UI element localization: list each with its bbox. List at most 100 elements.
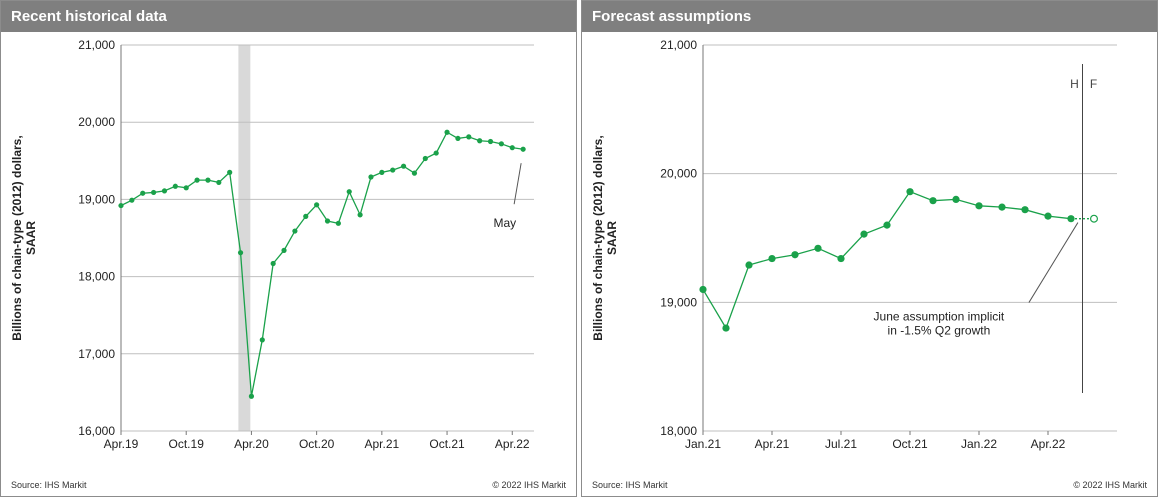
data-point [722, 324, 730, 332]
data-point [292, 228, 298, 234]
data-point [906, 188, 914, 196]
y-axis-label-line: SAAR [24, 221, 38, 255]
data-point [477, 138, 483, 144]
data-point [487, 138, 494, 145]
data-point [216, 179, 222, 186]
left-source: Source: IHS Markit [11, 480, 87, 490]
right-source: Source: IHS Markit [592, 480, 668, 490]
data-point [346, 189, 352, 195]
data-point [975, 202, 983, 210]
data-point [883, 221, 891, 229]
data-point [952, 195, 960, 203]
data-point [433, 150, 439, 156]
y-tick-label: 20,000 [78, 115, 115, 129]
y-tick-label: 18,000 [660, 424, 697, 438]
data-point [324, 218, 331, 224]
data-point [444, 129, 450, 135]
annotation-label: June assumption implicit [874, 310, 1005, 324]
left-copyright: © 2022 IHS Markit [492, 480, 566, 490]
data-point [303, 213, 309, 219]
data-point [314, 202, 320, 208]
data-point [929, 197, 937, 205]
series-line [120, 131, 524, 397]
data-point [860, 230, 868, 238]
y-tick-label: 18,000 [78, 270, 115, 284]
historical-chart: 16,000 17,000 18,000 19,000 20,000 21,000 Apr.… [10, 38, 534, 451]
series-line [702, 190, 1072, 330]
y-tick-label: 16,000 [78, 424, 115, 438]
y-axis-label-line: Billions of chain-type (2012) dollars, [591, 135, 605, 340]
recession-band [238, 45, 251, 431]
data-point [768, 254, 776, 263]
data-point [205, 177, 211, 183]
y-tick-label: 17,000 [78, 347, 115, 361]
data-point [699, 285, 707, 294]
y-axis-label: Billions of chain-type (2012) dollars,SA… [591, 135, 619, 340]
data-point [172, 183, 178, 189]
divider-label-history: H [1070, 77, 1079, 91]
data-point [248, 393, 255, 399]
annotation-leader-line [513, 163, 522, 205]
left-panel-title: Recent historical data [1, 1, 576, 32]
assumption-point [1090, 214, 1099, 223]
y-tick-label: 19,000 [660, 295, 697, 309]
x-tick-label: Apr.20 [234, 437, 269, 451]
data-point [791, 251, 799, 259]
x-tick-label: Oct.21 [429, 437, 465, 451]
data-point [270, 260, 276, 267]
data-point [814, 244, 822, 252]
data-point [129, 197, 135, 203]
y-axis-label-line: Billions of chain-type (2012) dollars, [10, 135, 24, 340]
data-point [745, 261, 753, 269]
data-point [400, 163, 407, 169]
annotation-leader-line [1028, 222, 1079, 303]
data-point [368, 174, 374, 180]
left-panel: Recent historical data 16,000 17,000 18,00… [0, 0, 577, 497]
x-tick-label: Apr.22 [495, 437, 530, 451]
right-panel-title: Forecast assumptions [582, 1, 1157, 32]
data-point [379, 169, 385, 175]
annotation-label: May [493, 216, 516, 230]
forecast-chart: 18,000 19,000 20,000 21,000 Jan.21 Apr.21 Jul.… [591, 38, 1117, 451]
right-panel: Forecast assumptions 18,000 19,000 20,000 2… [581, 0, 1158, 497]
x-tick-label: Apr.21 [364, 437, 399, 451]
y-tick-label: 20,000 [660, 167, 697, 181]
data-point [837, 254, 845, 263]
right-copyright: © 2022 IHS Markit [1073, 480, 1147, 490]
data-point [520, 146, 526, 152]
x-tick-label: Jul.21 [825, 437, 857, 451]
data-point [422, 155, 428, 162]
x-tick-label: Oct.21 [892, 437, 928, 451]
data-point [998, 203, 1006, 211]
data-point [411, 170, 418, 176]
y-tick-label: 21,000 [660, 38, 697, 52]
y-tick-label: 21,000 [78, 38, 115, 52]
y-axis-label-line: SAAR [605, 221, 619, 255]
annotation-label: in -1.5% Q2 growth [888, 324, 991, 338]
data-point [498, 141, 504, 147]
data-point [357, 212, 363, 218]
x-tick-label: Oct.20 [299, 437, 335, 451]
data-point [237, 250, 244, 256]
x-tick-label: Apr.21 [755, 437, 790, 451]
data-point [1021, 206, 1029, 214]
data-point [281, 247, 287, 253]
data-point [390, 167, 396, 173]
data-point [194, 177, 200, 183]
x-tick-label: Oct.19 [169, 437, 205, 451]
divider-label-forecast: F [1090, 77, 1097, 91]
x-tick-label: Apr.19 [104, 437, 139, 451]
data-point [151, 189, 157, 196]
data-point [118, 202, 124, 209]
data-point [1044, 212, 1052, 220]
y-axis-label: Billions of chain-type (2012) dollars,SA… [10, 135, 38, 340]
x-tick-label: Jan.21 [685, 437, 721, 451]
data-point [227, 169, 233, 175]
data-point [509, 145, 515, 151]
data-point [335, 220, 341, 226]
data-point [455, 135, 461, 142]
y-tick-label: 19,000 [78, 192, 115, 206]
data-point [466, 134, 472, 140]
x-tick-label: Apr.22 [1031, 437, 1066, 451]
data-point [140, 190, 146, 196]
